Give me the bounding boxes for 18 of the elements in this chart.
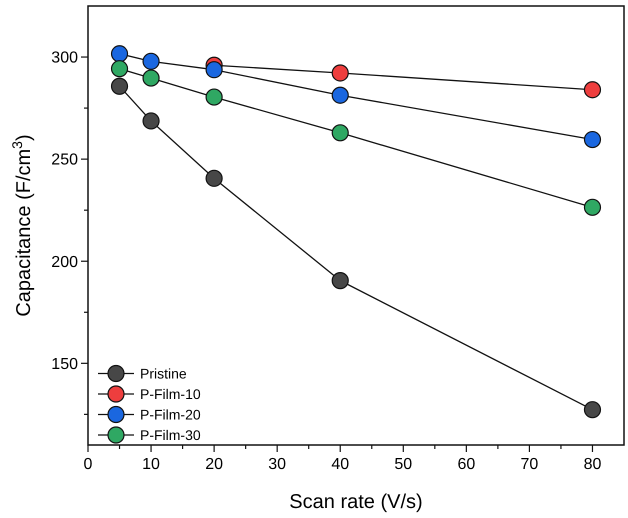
x-axis-title: Scan rate (V/s) (289, 491, 423, 513)
legend-label: P-Film-10 (140, 386, 201, 402)
x-tick-label: 50 (394, 456, 412, 473)
legend-label: P-Film-30 (140, 426, 201, 443)
x-tick-label: 10 (142, 456, 160, 473)
x-tick-label: 0 (84, 456, 93, 473)
y-tick-label: 250 (51, 152, 78, 169)
x-tick-label: 40 (331, 456, 350, 473)
y-tick-label: 150 (51, 356, 78, 373)
legend-label: P-Film-20 (140, 406, 201, 422)
y-tick-label: 300 (51, 50, 78, 67)
legend-label: Pristine (140, 365, 187, 382)
y-tick-label: 200 (51, 254, 78, 271)
x-tick-label: 20 (205, 456, 224, 473)
x-tick-label: 80 (584, 456, 602, 473)
x-tick-label: 30 (268, 456, 286, 473)
x-tick-label: 60 (457, 456, 476, 473)
x-tick-label: 70 (520, 456, 538, 473)
